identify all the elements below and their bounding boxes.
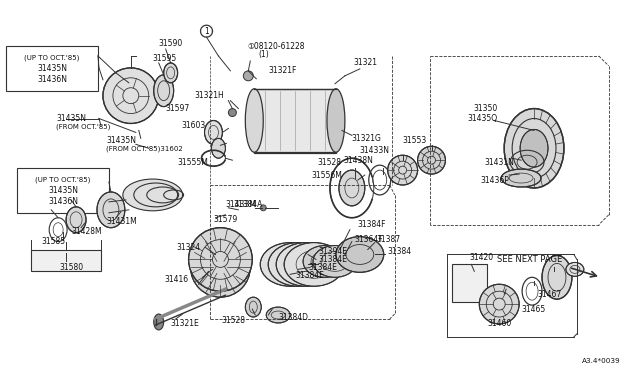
Text: 31435N: 31435N bbox=[106, 136, 136, 145]
Text: 31580: 31580 bbox=[59, 263, 83, 272]
Text: 1: 1 bbox=[204, 27, 209, 36]
Text: 31387: 31387 bbox=[377, 235, 401, 244]
Circle shape bbox=[243, 71, 253, 81]
Text: 31435N: 31435N bbox=[48, 186, 78, 195]
Ellipse shape bbox=[245, 89, 263, 152]
Ellipse shape bbox=[164, 63, 178, 83]
Text: 31321F: 31321F bbox=[268, 66, 296, 76]
Ellipse shape bbox=[276, 243, 336, 286]
Text: ①08120-61228: ①08120-61228 bbox=[247, 42, 305, 51]
Text: 31467: 31467 bbox=[537, 290, 561, 299]
Circle shape bbox=[260, 205, 266, 211]
Text: 31433M: 31433M bbox=[225, 201, 256, 209]
Text: 31384E: 31384E bbox=[295, 271, 324, 280]
Text: 31435Q: 31435Q bbox=[467, 114, 497, 123]
Text: 31416: 31416 bbox=[164, 275, 189, 284]
Text: 31436N: 31436N bbox=[37, 75, 67, 84]
Text: 31321H: 31321H bbox=[195, 91, 225, 100]
Ellipse shape bbox=[66, 207, 86, 232]
Ellipse shape bbox=[245, 297, 261, 317]
Text: (FROM OCT.'85): (FROM OCT.'85) bbox=[56, 123, 111, 130]
Circle shape bbox=[189, 228, 252, 291]
Text: 31384F: 31384F bbox=[358, 220, 387, 229]
Text: 31431N: 31431N bbox=[484, 158, 514, 167]
Text: 31384E: 31384E bbox=[308, 263, 337, 272]
Text: 31384: 31384 bbox=[388, 247, 412, 256]
Text: 31528: 31528 bbox=[221, 317, 245, 326]
Bar bbox=[452, 264, 487, 302]
Text: 31433N: 31433N bbox=[360, 146, 390, 155]
Text: 31384D: 31384D bbox=[278, 312, 308, 321]
Circle shape bbox=[417, 146, 445, 174]
Text: 31394E: 31394E bbox=[318, 247, 347, 256]
Text: 31597: 31597 bbox=[166, 104, 190, 113]
Ellipse shape bbox=[520, 129, 548, 167]
Text: (UP TO OCT.'85): (UP TO OCT.'85) bbox=[24, 55, 80, 61]
Text: 31435N: 31435N bbox=[37, 64, 67, 73]
Ellipse shape bbox=[504, 109, 564, 188]
Text: (1): (1) bbox=[259, 51, 269, 60]
Text: (FROM OCT.'85)31602: (FROM OCT.'85)31602 bbox=[106, 145, 182, 151]
Text: 31431M: 31431M bbox=[106, 217, 137, 226]
Ellipse shape bbox=[211, 138, 225, 158]
Text: 31436P: 31436P bbox=[480, 176, 509, 185]
Text: 31435N: 31435N bbox=[56, 114, 86, 123]
Text: 31321E: 31321E bbox=[171, 320, 200, 328]
Text: 31384E: 31384E bbox=[318, 255, 347, 264]
Ellipse shape bbox=[154, 314, 164, 330]
Circle shape bbox=[103, 68, 159, 124]
Circle shape bbox=[191, 238, 250, 297]
Text: 31585: 31585 bbox=[41, 237, 65, 246]
Circle shape bbox=[388, 155, 417, 185]
Text: 31579: 31579 bbox=[214, 215, 237, 224]
Text: 31384A: 31384A bbox=[234, 201, 263, 209]
Circle shape bbox=[479, 284, 519, 324]
Text: 31428M: 31428M bbox=[71, 227, 102, 236]
Text: 31595: 31595 bbox=[152, 54, 177, 64]
Text: 31420: 31420 bbox=[469, 253, 493, 262]
Bar bbox=[254, 89, 336, 153]
Text: 31438N: 31438N bbox=[344, 156, 374, 165]
Text: 31321: 31321 bbox=[354, 58, 378, 67]
Ellipse shape bbox=[313, 246, 357, 277]
Text: SEE NEXT PAGE: SEE NEXT PAGE bbox=[497, 255, 562, 264]
Ellipse shape bbox=[501, 169, 541, 187]
Ellipse shape bbox=[266, 307, 290, 323]
Bar bbox=[17, 168, 109, 213]
Ellipse shape bbox=[542, 256, 572, 299]
Ellipse shape bbox=[336, 237, 384, 272]
Bar bbox=[31, 250, 101, 271]
Ellipse shape bbox=[339, 170, 365, 206]
Text: 31556M: 31556M bbox=[311, 171, 342, 180]
Text: 31460: 31460 bbox=[487, 320, 511, 328]
Ellipse shape bbox=[284, 243, 344, 286]
Text: 31555M: 31555M bbox=[178, 158, 209, 167]
Text: 31553: 31553 bbox=[403, 136, 426, 145]
Ellipse shape bbox=[97, 192, 125, 228]
Text: 31350: 31350 bbox=[473, 104, 497, 113]
Text: 31528: 31528 bbox=[318, 158, 342, 167]
Bar bbox=[6, 46, 98, 91]
Ellipse shape bbox=[260, 243, 320, 286]
Text: A3.4*0039: A3.4*0039 bbox=[582, 358, 621, 364]
Circle shape bbox=[228, 109, 236, 116]
Ellipse shape bbox=[327, 89, 345, 152]
Text: 31465: 31465 bbox=[521, 305, 545, 314]
Text: 31603: 31603 bbox=[181, 121, 205, 130]
Ellipse shape bbox=[205, 121, 223, 144]
Text: 31436N: 31436N bbox=[48, 198, 78, 206]
Text: 31364F: 31364F bbox=[355, 235, 383, 244]
Ellipse shape bbox=[566, 262, 584, 276]
Ellipse shape bbox=[303, 246, 347, 277]
Text: (UP TO OCT.'85): (UP TO OCT.'85) bbox=[35, 177, 91, 183]
Ellipse shape bbox=[268, 243, 328, 286]
Ellipse shape bbox=[154, 75, 173, 107]
Text: 31324: 31324 bbox=[177, 243, 200, 252]
Text: 31321G: 31321G bbox=[352, 134, 381, 143]
Ellipse shape bbox=[123, 179, 182, 211]
Text: 31590: 31590 bbox=[159, 39, 183, 48]
